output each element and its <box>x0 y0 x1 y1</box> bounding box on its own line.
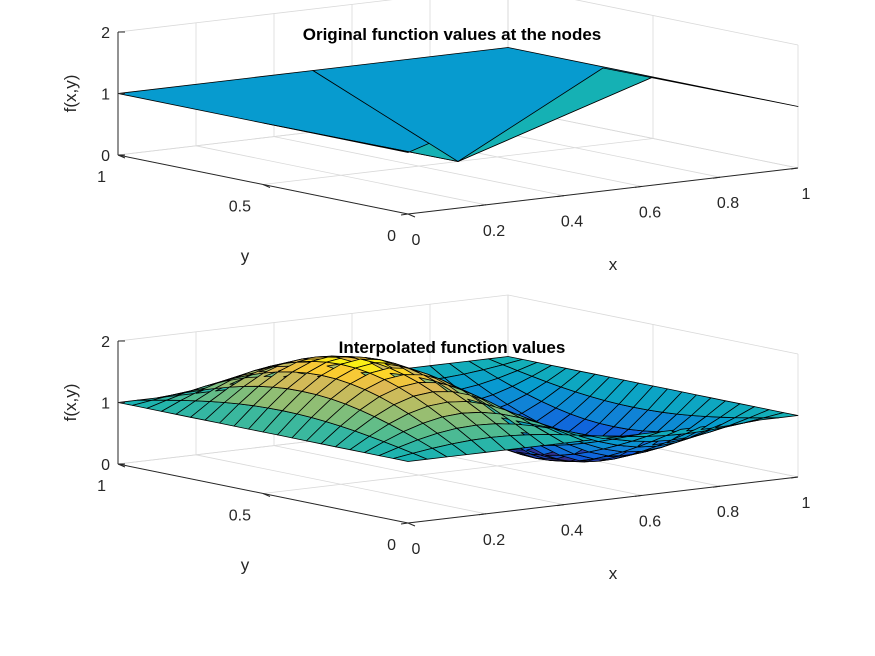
x-tick-mark <box>400 213 409 216</box>
grid-line <box>574 0 799 46</box>
z-tick-label: 1 <box>101 87 110 104</box>
x-tick-mark <box>712 176 721 179</box>
x-tick-label: 0.6 <box>639 204 661 221</box>
x-tick-mark <box>790 476 799 479</box>
y-tick-mark <box>262 184 271 188</box>
x-tick-mark <box>634 185 643 188</box>
y-tick-mark <box>407 522 416 527</box>
x-tick-label: 0.2 <box>483 223 505 240</box>
x-tick-label: 0 <box>412 232 421 249</box>
x-tick-mark <box>556 504 565 507</box>
z-axis-label: f(x,y) <box>61 384 80 422</box>
y-tick-label: 1 <box>97 478 106 495</box>
x-tick-mark <box>634 494 643 497</box>
x-tick-label: 0.8 <box>717 195 739 212</box>
x-axis-line <box>407 476 799 524</box>
subplot-title: Original function values at the nodes <box>303 25 602 44</box>
x-tick-label: 1 <box>802 495 811 512</box>
z-tick-label: 2 <box>101 334 110 351</box>
top-subplot: 0 0.2 0.4 0.6 0.8 1 0 0.5 1 0 1 2 x y f(x,y) Original f… <box>61 0 811 274</box>
x-tick-label: 0.4 <box>561 523 583 540</box>
x-tick-label: 0 <box>412 541 421 558</box>
z-tick-label: 2 <box>101 25 110 42</box>
x-tick-mark <box>556 195 565 198</box>
z-tick-label: 1 <box>101 396 110 413</box>
x-axis-label: x <box>609 564 618 583</box>
y-tick-label: 1 <box>97 169 106 186</box>
x-tick-label: 1 <box>802 186 811 203</box>
z-axis-label: f(x,y) <box>61 75 80 113</box>
y-tick-mark <box>262 493 271 497</box>
y-tick-label: 0 <box>387 228 396 245</box>
surface-face <box>763 412 799 419</box>
grid-line <box>507 294 799 355</box>
x-tick-mark <box>478 513 487 516</box>
y-tick-label: 0 <box>387 537 396 554</box>
y-axis-label: y <box>241 247 250 266</box>
y-tick-label: 0.5 <box>229 199 251 216</box>
y-tick-mark <box>407 213 416 218</box>
x-axis-label: x <box>609 255 618 274</box>
surface-face <box>457 67 799 162</box>
y-axis-label: y <box>241 556 250 575</box>
subplot-title: Interpolated function values <box>339 338 566 357</box>
bottom-subplot: 0 0.2 0.4 0.6 0.8 1 0 0.5 1 0 1 2 x y f(x,y) Interpolat… <box>61 294 811 583</box>
grid-line <box>117 294 509 342</box>
x-tick-label: 0.4 <box>561 214 583 231</box>
x-tick-label: 0.8 <box>717 504 739 521</box>
x-tick-mark <box>790 167 799 170</box>
grid-line <box>117 0 393 33</box>
x-tick-mark <box>712 485 721 488</box>
x-tick-mark <box>478 204 487 207</box>
x-tick-label: 0.6 <box>639 513 661 530</box>
z-tick-label: 0 <box>101 148 110 165</box>
y-tick-label: 0.5 <box>229 508 251 525</box>
x-tick-label: 0.2 <box>483 532 505 549</box>
x-tick-mark <box>400 522 409 525</box>
z-tick-label: 0 <box>101 457 110 474</box>
x-axis-line <box>407 167 799 215</box>
